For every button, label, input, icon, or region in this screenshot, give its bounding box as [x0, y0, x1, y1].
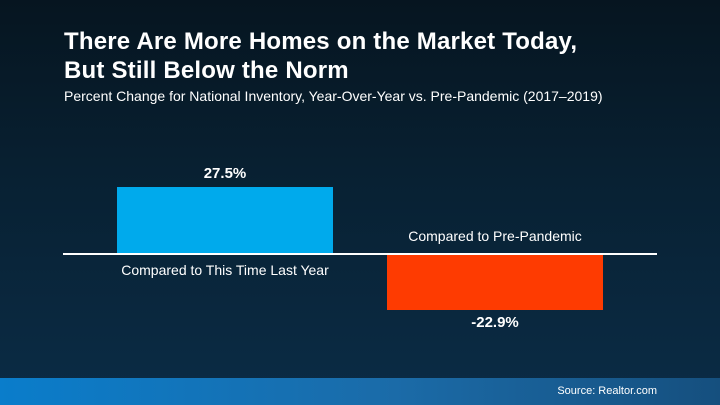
bar-pre-pandemic — [387, 255, 603, 310]
bar-category-label-pre-pandemic: Compared to Pre-Pandemic — [408, 228, 582, 244]
bar-value-label-pre-pandemic: -22.9% — [471, 314, 519, 331]
zero-axis-line — [63, 253, 657, 255]
chart-title: There Are More Homes on the Market Today… — [64, 27, 577, 85]
bar-value-label-last-year: 27.5% — [203, 165, 247, 182]
chart-title-line-1: There Are More Homes on the Market Today… — [64, 28, 578, 55]
bar-last-year — [117, 187, 333, 253]
chart-subtitle: Percent Change for National Inventory, Y… — [64, 88, 603, 104]
bar-category-label-last-year: Compared to This Time Last Year — [121, 262, 329, 278]
source-text: Source: Realtor.com — [557, 385, 657, 397]
chart-title-line-2: But Still Below the Norm — [64, 57, 349, 84]
footer-bar: Source: Realtor.com — [0, 378, 720, 405]
